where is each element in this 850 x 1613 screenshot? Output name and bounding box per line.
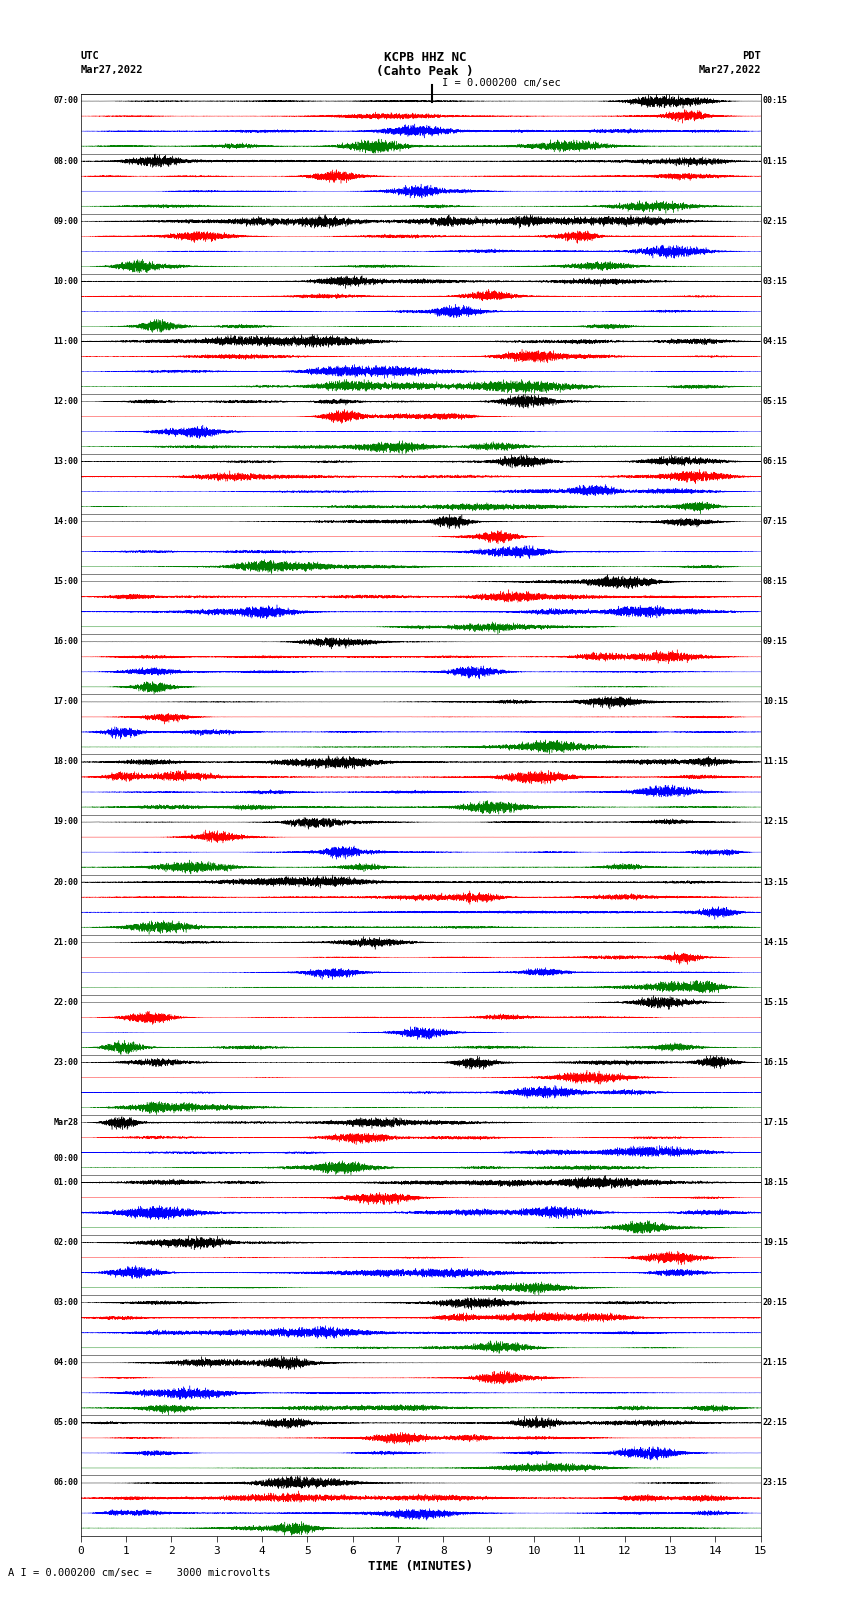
- Text: 01:15: 01:15: [762, 156, 788, 166]
- Text: 10:00: 10:00: [54, 277, 79, 286]
- Text: PDT: PDT: [742, 50, 761, 61]
- Text: 11:00: 11:00: [54, 337, 79, 345]
- Text: 14:15: 14:15: [762, 937, 788, 947]
- Text: 18:15: 18:15: [762, 1177, 788, 1187]
- Text: 02:15: 02:15: [762, 216, 788, 226]
- Text: 19:15: 19:15: [762, 1239, 788, 1247]
- Text: 12:15: 12:15: [762, 818, 788, 826]
- Text: 13:15: 13:15: [762, 877, 788, 887]
- Text: Mar27,2022: Mar27,2022: [698, 65, 761, 74]
- Text: 15:00: 15:00: [54, 577, 79, 586]
- Text: 00:15: 00:15: [762, 97, 788, 105]
- Text: 16:15: 16:15: [762, 1058, 788, 1066]
- Text: 06:00: 06:00: [54, 1479, 79, 1487]
- Text: 14:00: 14:00: [54, 518, 79, 526]
- Text: 08:00: 08:00: [54, 156, 79, 166]
- Text: KCPB HHZ NC: KCPB HHZ NC: [383, 50, 467, 65]
- Text: 17:15: 17:15: [762, 1118, 788, 1127]
- Text: 20:00: 20:00: [54, 877, 79, 887]
- Text: 16:00: 16:00: [54, 637, 79, 647]
- Text: (Cahto Peak ): (Cahto Peak ): [377, 65, 473, 79]
- Text: 20:15: 20:15: [762, 1298, 788, 1307]
- Text: Mar27,2022: Mar27,2022: [81, 65, 144, 74]
- Text: 09:00: 09:00: [54, 216, 79, 226]
- Text: 23:00: 23:00: [54, 1058, 79, 1066]
- Text: 01:00: 01:00: [54, 1177, 79, 1187]
- Text: 17:00: 17:00: [54, 697, 79, 706]
- Text: 07:00: 07:00: [54, 97, 79, 105]
- Text: 21:15: 21:15: [762, 1358, 788, 1368]
- Text: 08:15: 08:15: [762, 577, 788, 586]
- Text: 03:00: 03:00: [54, 1298, 79, 1307]
- X-axis label: TIME (MINUTES): TIME (MINUTES): [368, 1560, 473, 1573]
- Text: 21:00: 21:00: [54, 937, 79, 947]
- Text: 13:00: 13:00: [54, 456, 79, 466]
- Text: I = 0.000200 cm/sec: I = 0.000200 cm/sec: [442, 77, 561, 89]
- Text: 06:15: 06:15: [762, 456, 788, 466]
- Text: 19:00: 19:00: [54, 818, 79, 826]
- Text: Mar28: Mar28: [54, 1118, 79, 1127]
- Text: 15:15: 15:15: [762, 998, 788, 1007]
- Text: 05:00: 05:00: [54, 1418, 79, 1428]
- Text: 07:15: 07:15: [762, 518, 788, 526]
- Text: 18:00: 18:00: [54, 758, 79, 766]
- Text: 05:15: 05:15: [762, 397, 788, 406]
- Text: 03:15: 03:15: [762, 277, 788, 286]
- Text: UTC: UTC: [81, 50, 99, 61]
- Text: 10:15: 10:15: [762, 697, 788, 706]
- Text: 12:00: 12:00: [54, 397, 79, 406]
- Text: 00:00: 00:00: [54, 1153, 79, 1163]
- Text: 04:15: 04:15: [762, 337, 788, 345]
- Text: 23:15: 23:15: [762, 1479, 788, 1487]
- Text: 04:00: 04:00: [54, 1358, 79, 1368]
- Text: 22:15: 22:15: [762, 1418, 788, 1428]
- Text: 02:00: 02:00: [54, 1239, 79, 1247]
- Text: 11:15: 11:15: [762, 758, 788, 766]
- Text: A I = 0.000200 cm/sec =    3000 microvolts: A I = 0.000200 cm/sec = 3000 microvolts: [8, 1568, 271, 1578]
- Text: 22:00: 22:00: [54, 998, 79, 1007]
- Text: 09:15: 09:15: [762, 637, 788, 647]
